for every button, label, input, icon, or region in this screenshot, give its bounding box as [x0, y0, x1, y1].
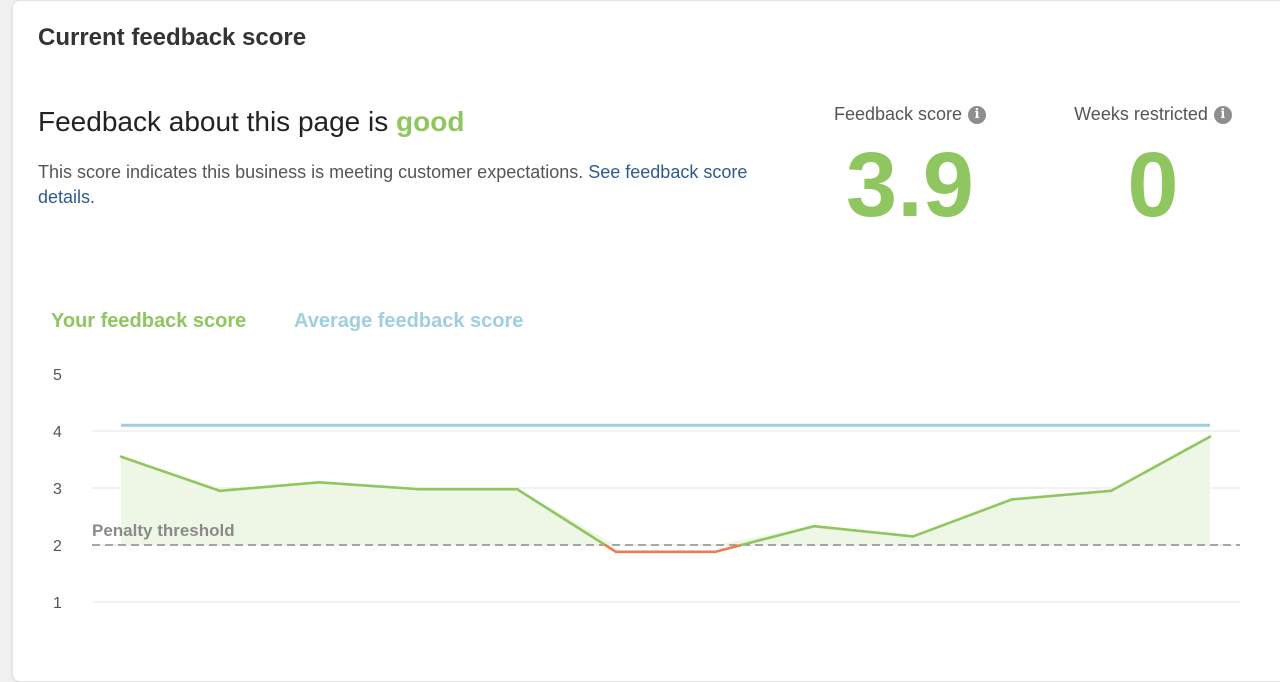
y-tick-label-5: 5 [53, 367, 62, 384]
feedback-score-metric: Feedback score i 3.9 [815, 104, 1005, 231]
score-line-segment-10-0 [1109, 435, 1212, 493]
score-line-segment-8-0 [911, 498, 1014, 538]
y-tick-label-3: 3 [53, 481, 62, 498]
score-line-segment-7-0 [812, 524, 915, 538]
score-area [121, 436, 1210, 545]
feedback-score-details-link[interactable]: See feedback score details. [38, 162, 748, 207]
weeks-restricted-info-icon[interactable]: i [1213, 105, 1232, 124]
score-line-segment-6-0 [713, 543, 743, 554]
feedback-status: good [396, 106, 465, 137]
card-title: Current feedback score [38, 24, 307, 51]
score-line-segment-1-0 [218, 481, 321, 493]
feedback-score-chart: 5 4 3 2 1 Penalty threshold [53, 367, 1240, 612]
feedback-score-value: 3.9 [846, 134, 974, 236]
score-line-segment-0-0 [119, 455, 222, 493]
score-line-segment-9-0 [1010, 489, 1113, 501]
legend-your-score[interactable]: Your feedback score [51, 310, 247, 332]
feedback-score-info-icon[interactable]: i [968, 105, 987, 124]
feedback-description: This score indicates this business is me… [38, 160, 758, 210]
penalty-threshold-label: Penalty threshold [92, 521, 235, 540]
score-line-segment-4-0 [515, 487, 607, 547]
y-tick-label-1: 1 [53, 595, 62, 612]
feedback-score-label: Feedback score [833, 104, 963, 124]
headline-prefix: Feedback about this page is [38, 106, 397, 137]
feedback-score-card [12, 0, 1280, 682]
description-text: This score indicates this business is me… [38, 162, 589, 182]
score-line-segment-2-0 [317, 481, 420, 491]
score-line-segment-6-1 [740, 524, 816, 547]
feedback-headline: Feedback about this page is good [38, 106, 464, 138]
y-tick-label-2: 2 [53, 538, 62, 555]
weeks-restricted-value: 0 [1127, 134, 1179, 236]
score-line-segment-4-1 [603, 543, 618, 554]
weeks-restricted-label: Weeks restricted [1074, 104, 1208, 124]
y-tick-label-4: 4 [53, 424, 62, 441]
weeks-restricted-metric: Weeks restricted i 0 [1058, 104, 1248, 231]
legend-average-score[interactable]: Average feedback score [294, 310, 524, 332]
